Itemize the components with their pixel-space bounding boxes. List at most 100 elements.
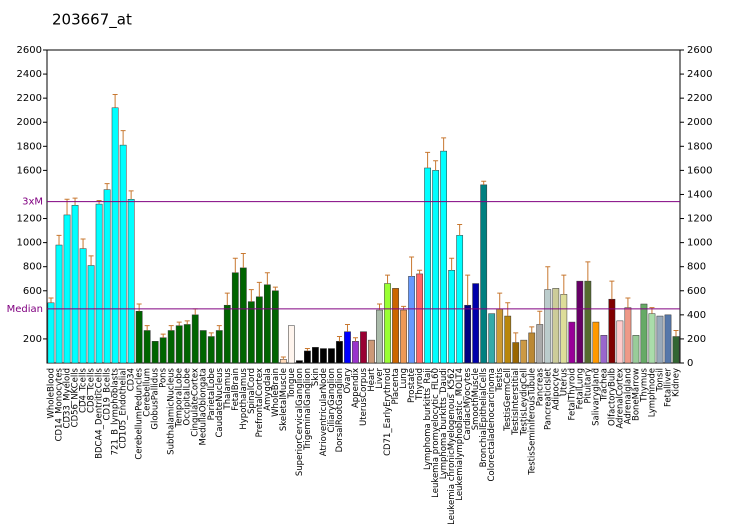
x-tick-label: CerebellumPeduncles (135, 367, 145, 459)
x-tick-label: Lymphnode (647, 368, 657, 417)
x-tick-label: AtrioventricularNode (319, 368, 329, 456)
bar (512, 342, 520, 364)
x-tick-label: Hypothalamus (239, 367, 249, 429)
x-tick-label: GlobusPallidus (151, 367, 161, 429)
y-tick-label: 2600 (17, 45, 42, 56)
error-bar (88, 255, 94, 266)
bar (528, 332, 536, 364)
error-bar (96, 199, 102, 205)
x-tick-label: Amygdala (263, 368, 273, 411)
error-bar (537, 310, 543, 325)
x-tick-label: CD19_Bcells (103, 367, 113, 420)
x-tick-label: CD14_Monocytes (55, 367, 65, 441)
x-tick-label: OccipitalLobe (183, 368, 193, 425)
y2-tick-label: 0 (687, 358, 693, 369)
x-tick-label: BDCA4_DentriticCells (95, 367, 105, 458)
bar (71, 205, 79, 364)
x-tick-label: CD8_Tcells (87, 367, 97, 413)
x-tick-label: FetalBrain (231, 368, 241, 411)
y2-tick-label: 2400 (687, 69, 712, 80)
error-bar (385, 274, 391, 284)
x-tick-label: PancreaticIslet (543, 367, 553, 430)
x-tick-label: Tonsil (655, 368, 665, 393)
bar (159, 337, 167, 364)
bar (296, 360, 303, 364)
bar (336, 341, 343, 364)
x-tick-label: Leukemia promyelocytic_HL60 (431, 368, 441, 498)
x-tick-label: Cerebellum (143, 368, 153, 417)
error-bar (192, 308, 198, 315)
x-tick-label: SubthalamicNucleus (167, 367, 177, 454)
error-bar (344, 323, 350, 332)
x-tick-label: FetalLung (575, 368, 585, 409)
bar (368, 339, 375, 364)
bar (279, 359, 287, 364)
x-tick-label: Trachea (599, 368, 609, 402)
x-tick-label: Leukemialymphoblastic_MOLT4 (455, 368, 465, 501)
x-tick-label: UterusCorpus (359, 367, 369, 426)
y-tick-label: 1600 (17, 165, 42, 176)
x-tick-label: SuperiorCervicalGanglion (295, 368, 305, 476)
error-bar (104, 183, 110, 190)
bar (488, 313, 496, 364)
bar (95, 203, 103, 364)
bar (207, 336, 215, 364)
y-tick-label: 1800 (17, 141, 42, 152)
bar (376, 309, 383, 364)
error-bar (465, 274, 471, 306)
x-tick-label: CiliaryGanglion (327, 368, 337, 433)
x-tick-label: TestisSeminiferousTubule (527, 368, 537, 476)
bar (520, 339, 528, 364)
y2-tick-label: 600 (687, 286, 706, 297)
x-tick-label: TestisLeydigCell (519, 368, 529, 436)
bar (448, 270, 456, 364)
x-tick-label: Salivarygland (591, 368, 601, 426)
x-tick-label: Lymphoma burkitts_Daudi (439, 368, 449, 479)
bar (552, 288, 560, 364)
bar (135, 310, 143, 364)
bar (175, 325, 183, 364)
error-bar (128, 190, 134, 200)
x-tick-label: WholeBlood (47, 368, 57, 419)
x-tick-label: TrigeminalGanglion (303, 368, 313, 451)
x-tick-label: FetalThyroid (567, 368, 577, 420)
bar (352, 341, 359, 364)
error-bar (457, 224, 463, 236)
bar (223, 304, 231, 364)
bar (568, 321, 576, 364)
bar (119, 144, 127, 364)
x-tick-label: PrefrontalCortex (255, 368, 265, 437)
y-tick-label: 600 (23, 286, 42, 297)
error-bar (609, 280, 615, 300)
error-bar (240, 252, 246, 268)
x-tick-label: Leukemia chronicMyelogenous_K562 (447, 368, 457, 525)
bar (167, 330, 175, 364)
y2-tick-label: 1800 (687, 141, 712, 152)
bar (472, 283, 480, 364)
error-bar (352, 337, 358, 342)
bar (424, 167, 431, 364)
bar (263, 284, 271, 364)
bar (79, 248, 87, 364)
error-bar (673, 329, 679, 337)
y2-tick-label: 200 (687, 334, 706, 345)
error-bar (433, 160, 439, 171)
error-bar (304, 348, 310, 351)
bar (464, 304, 472, 364)
bar (664, 314, 672, 364)
x-tick-label: Colorectaladenocarcinoma (487, 368, 497, 482)
x-tick-label: CD56_NKCells (71, 367, 81, 427)
bar (111, 107, 119, 364)
x-tick-label: TestisGermCell (503, 368, 513, 432)
bar (584, 280, 592, 364)
x-tick-label: Heart (367, 367, 377, 391)
error-bar (401, 305, 407, 311)
x-tick-label: DorsalRootGanglion (335, 368, 345, 452)
x-tick-label: 721_B_lymphoblasts (111, 367, 121, 455)
bar (199, 330, 207, 364)
x-tick-label: OlfactoryBulb (607, 368, 617, 426)
error-bar (144, 325, 150, 331)
x-tick-label: CaudateNucleus (215, 367, 225, 437)
bar (215, 330, 223, 364)
x-tick-label: CD4_Tcells (79, 367, 89, 413)
